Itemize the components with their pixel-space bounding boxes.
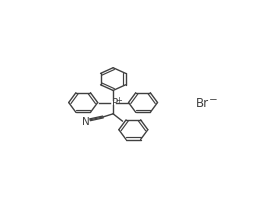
Text: P: P	[112, 98, 118, 107]
Text: +: +	[115, 96, 122, 105]
Text: −: −	[209, 95, 218, 104]
Text: N: N	[82, 116, 89, 126]
Text: Br: Br	[196, 96, 209, 110]
